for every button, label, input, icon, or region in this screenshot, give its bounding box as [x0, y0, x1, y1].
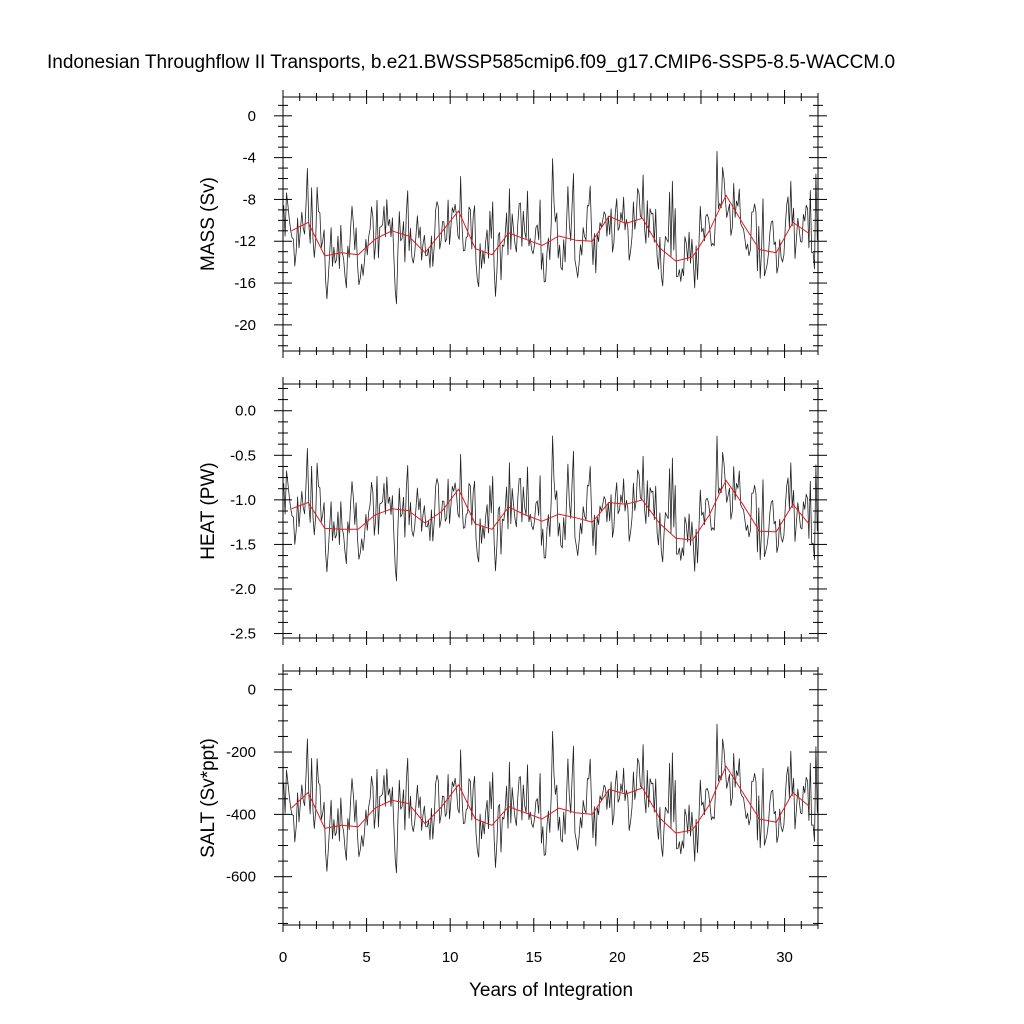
x-tick-label: 15: [525, 949, 542, 966]
heat-y-axis-title: HEAT (PW): [198, 462, 219, 559]
y-tick-label: -1.0: [230, 492, 256, 509]
x-tick-label: 20: [609, 949, 626, 966]
salt-y-axis-title: SALT (Sv*ppt): [198, 738, 219, 858]
y-tick-label: 0.0: [235, 403, 256, 420]
chart-title: Indonesian Throughflow II Transports, b.…: [47, 52, 895, 73]
heat-panel: 0.0 -0.5 -1.0 -1.5 -2.0 -2.5 HEAT (PW): [198, 377, 827, 645]
y-tick-label: -2.5: [230, 626, 256, 643]
mass-annual-mean-series: [291, 194, 810, 262]
y-tick-label: -4: [243, 150, 256, 167]
y-tick-label: -20: [234, 317, 256, 334]
salt-panel: 0 -200 -400 -600 0 5 10 15 20 25 30 SALT (Sv*ppt): [198, 664, 827, 966]
salt-plot-frame: [282, 670, 819, 926]
x-tick-label: 10: [442, 949, 459, 966]
heat-annual-mean-series: [291, 479, 810, 541]
y-tick-label: -8: [243, 191, 256, 208]
mass-y-axis-title: MASS (Sv): [198, 177, 219, 271]
y-tick-label: -1.5: [230, 536, 256, 553]
y-tick-label: -200: [226, 744, 256, 761]
x-tick-label: 0: [279, 949, 287, 966]
x-tick-label: 25: [693, 949, 710, 966]
salt-monthly-series: [283, 723, 818, 874]
mass-panel: 0 -4 -8 -12 -16 -20 MASS (Sv): [198, 90, 827, 358]
mass-monthly-series: [283, 151, 818, 305]
mass-plot-frame: [282, 96, 819, 352]
y-tick-label: -16: [234, 275, 256, 292]
x-tick-label: 30: [776, 949, 793, 966]
y-tick-label: -400: [226, 806, 256, 823]
y-tick-label: -600: [226, 869, 256, 886]
y-tick-label: 0: [248, 108, 256, 125]
x-axis-title: Years of Integration: [469, 980, 633, 1001]
y-tick-label: -2.0: [230, 581, 256, 598]
x-tick-label: 5: [362, 949, 370, 966]
y-tick-label: 0: [248, 682, 256, 699]
y-tick-label: -12: [234, 233, 256, 250]
y-tick-label: -0.5: [230, 447, 256, 464]
heat-monthly-series: [283, 435, 818, 582]
salt-annual-mean-series: [291, 765, 810, 834]
